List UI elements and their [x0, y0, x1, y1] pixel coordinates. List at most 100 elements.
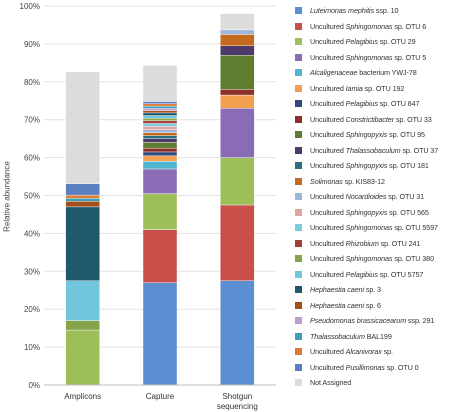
x-tick-label-line: Shotgun: [222, 392, 252, 401]
legend-swatch: [295, 301, 302, 309]
bar-segment: [142, 142, 178, 149]
legend-label: Uncultured Alcanivorax sp.: [310, 347, 393, 357]
legend-item: Uncultured Sphingopyxis sp. OTU 565: [295, 205, 473, 221]
legend-swatch: [295, 177, 302, 185]
y-tick-label: 60%: [24, 154, 40, 163]
bar-segment: [65, 206, 100, 281]
bar-segment: [142, 123, 178, 127]
legend-item: Uncultured Pelagibius sp. OTU 29: [295, 34, 473, 50]
legend-label: Alcaligenaceae bacterium YWJ-78: [310, 68, 417, 78]
y-tick-label: 90%: [24, 40, 40, 49]
bar-segment: [65, 200, 100, 208]
y-axis-label: Relative abundance: [2, 161, 12, 232]
legend-swatch: [295, 100, 302, 108]
legend-swatch: [295, 255, 302, 263]
legend-swatch: [295, 53, 302, 61]
legend-swatch: [295, 332, 302, 340]
legend-swatch: [295, 239, 302, 247]
legend-label: Uncultured Nocardioides sp. OTU 31: [310, 192, 425, 202]
x-tick-label: Amplicons: [64, 392, 101, 401]
legend-label: Uncultured Iamia sp. OTU 192: [310, 83, 405, 93]
legend-swatch: [295, 38, 302, 46]
y-tick-label: 0%: [28, 381, 40, 390]
bar-segment: [142, 117, 178, 122]
axes: 0% 10% 20% 30% 40% 50% 60% 70% 80% 90% 100% Amplico…: [20, 2, 276, 411]
legend-label: Uncultured Sphingopyxis sp. OTU 181: [310, 161, 429, 171]
x-tick-label-line: Capture: [146, 392, 175, 401]
legend-item: Luteimonas mephitis ssp. 10: [295, 3, 473, 19]
bars: [65, 13, 255, 386]
legend-swatch: [295, 131, 302, 139]
legend-item: Uncultured Pelagibius sp. OTU 847: [295, 96, 473, 112]
legend-label: Uncultured Pelagibius sp. OTU 29: [310, 37, 416, 47]
legend-swatch: [295, 270, 302, 278]
bar-segment: [220, 280, 255, 386]
legend-swatch: [295, 208, 302, 216]
bar-segment: [142, 103, 178, 107]
legend-swatch: [295, 162, 302, 170]
legend-item: Uncultured Pelagibius sp. OTU 5757: [295, 267, 473, 283]
legend-item: Not Assigned: [295, 375, 473, 391]
bar-segment: [142, 115, 178, 119]
legend-item: Uncultured Sphingomonas sp. OTU 380: [295, 251, 473, 267]
legend-item: Uncultured Thalassobaculum sp. OTU 37: [295, 143, 473, 159]
legend-item: Pseudomonas brassicacearum ssp. 291: [295, 313, 473, 329]
bar-segment: [142, 155, 178, 162]
x-tick-label-line: Amplicons: [64, 392, 101, 401]
bar-segment: [65, 194, 100, 199]
stacked-bar-chart: 0% 10% 20% 30% 40% 50% 60% 70% 80% 90% 100% Amplico…: [20, 2, 276, 411]
bar-segment: [65, 197, 100, 202]
bar-segment: [220, 29, 255, 35]
legend-item: Uncultured Rhizobium sp. OTU 241: [295, 236, 473, 252]
legend-label: Uncultured Sphingopyxis sp. OTU 95: [310, 130, 425, 140]
legend-label: Uncultured Sphingomonas sp. OTU 380: [310, 254, 434, 264]
bar-segment: [142, 105, 178, 109]
legend-swatch: [295, 146, 302, 154]
bar-segment: [220, 94, 255, 109]
legend-label: Not Assigned: [310, 378, 352, 388]
bar-segment: [142, 147, 178, 153]
legend-swatch: [295, 348, 302, 356]
legend-item: Uncultured Sphingopyxis sp. OTU 95: [295, 127, 473, 143]
bar-segment: [142, 282, 178, 386]
bar-segment: [142, 101, 178, 104]
bar-segment: [142, 161, 178, 170]
legend-label: Luteimonas mephitis ssp. 10: [310, 6, 399, 16]
bar-segment: [220, 13, 255, 31]
legend-label: Uncultured Pelagibius sp. OTU 847: [310, 99, 420, 109]
bar-segment: [220, 204, 255, 281]
legend-label: Pseudomonas brassicacearum ssp. 291: [310, 316, 435, 326]
bar-segment: [142, 229, 178, 283]
legend-item: Solimonas sp. KIS83-12: [295, 174, 473, 190]
legend-swatch: [295, 224, 302, 232]
legend-swatch: [295, 84, 302, 92]
legend-item: Uncultured Sphingomonas sp. OTU 5597: [295, 220, 473, 236]
legend-label: Solimonas sp. KIS83-12: [310, 176, 385, 186]
legend-label: Hephaestia caeni sp. 3: [310, 285, 381, 295]
legend-item: Uncultured Sphingopyxis sp. OTU 181: [295, 158, 473, 174]
bar-segment: [142, 126, 178, 130]
bar-segment: [142, 129, 178, 133]
legend-label: Uncultured Thalassobaculum sp. OTU 37: [310, 145, 439, 155]
y-tick-label: 30%: [24, 267, 40, 276]
bar-segment: [65, 329, 100, 386]
legend-label: Uncultured Pusillimonas sp. OTU 0: [310, 362, 419, 372]
bar-segment: [142, 65, 178, 102]
bar-segment: [65, 280, 100, 321]
bar-segment: [142, 120, 178, 124]
y-tick-label: 10%: [24, 343, 40, 352]
bar-segment: [142, 193, 178, 230]
legend-item: Uncultured Nocardioides sp. OTU 31: [295, 189, 473, 205]
legend-label: Uncultured Sphingomonas sp. OTU 6: [310, 21, 427, 31]
bar-segment: [220, 55, 255, 90]
legend-swatch: [295, 363, 302, 371]
bar-segment: [220, 45, 255, 56]
legend-item: Thalassobaculum BAL199: [295, 329, 473, 345]
legend-label: Uncultured Sphingopyxis sp. OTU 565: [310, 207, 429, 217]
legend-item: Uncultured Pusillimonas sp. OTU 0: [295, 360, 473, 376]
bar-segment: [220, 34, 255, 46]
bar-segment: [142, 135, 178, 139]
x-tick-label: Capture: [146, 392, 175, 401]
legend-item: Uncultured Constrictibacter sp. OTU 33: [295, 112, 473, 128]
legend-swatch: [295, 317, 302, 325]
